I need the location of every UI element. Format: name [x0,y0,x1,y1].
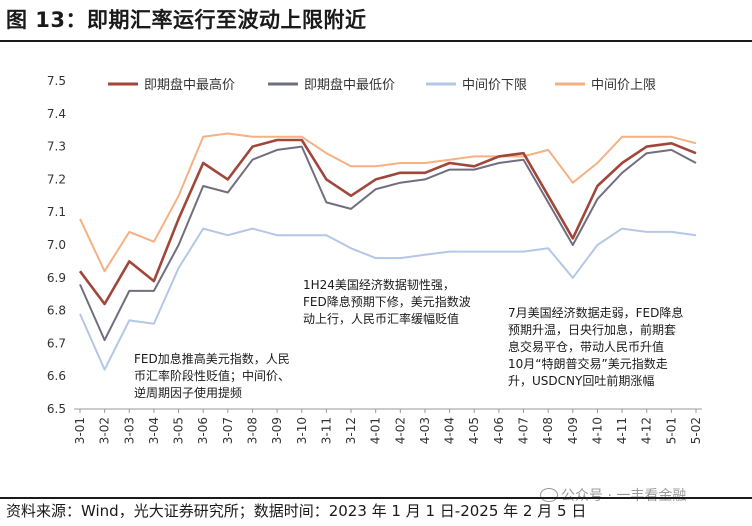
annotation-line: 1H24美国经济数据韧性强， [303,278,455,292]
x-tick-label: 23-03 [122,417,136,444]
x-tick-label: 23-08 [245,417,259,444]
x-tick-label: 23-12 [344,417,358,444]
annotation-line: FED降息预期下修，美元指数波 [303,295,471,309]
x-tick-label: 23-07 [221,417,235,444]
x-tick-label: 24-01 [369,417,383,444]
legend-label-low[interactable]: 即期盘中最低价 [304,77,395,93]
annotation-line: 7月美国经济数据走弱，FED降息 [508,306,684,320]
x-tick-label: 25-02 [689,417,703,444]
annotation-line: 币汇率阶段性贬值；中间价、 [134,369,291,383]
annotation-line: 息交易平仓，带动人民币升值 [508,340,665,354]
y-axis: 6.5 6.6 6.7 6.8 6.9 7.0 7.1 7.2 7.3 7.4 7.5 [47,74,66,416]
y-tick-label: 7.5 [47,74,66,88]
x-tick-label: 24-11 [615,417,629,444]
legend-label-high[interactable]: 即期盘中最高价 [144,77,235,93]
annotation-line: 预期升温，日央行加息，前期套 [508,323,677,337]
y-tick-label: 7.4 [47,107,66,121]
annotation-1h24: 1H24美国经济数据韧性强， FED降息预期下修，美元指数波 动上行，人民币汇率… [303,277,471,328]
x-tick-label: 23-04 [147,417,161,444]
x-tick-label: 24-04 [443,417,457,444]
footer-divider [0,497,752,499]
series-line-lower [79,227,697,371]
watermark: 公众号 · 一丰看金融 [540,485,686,505]
y-tick-label: 6.6 [47,369,66,383]
annotation-line: 升，USDCNY回吐前期涨幅 [508,374,655,388]
y-tick-label: 6.8 [47,304,66,318]
series-line-upper [79,132,697,273]
x-tick-label: 23-01 [73,417,87,444]
x-tick-label: 24-06 [492,417,506,444]
y-tick-label: 7.1 [47,205,66,219]
exchange-rate-line-chart: 6.56.66.76.86.97.07.17.27.37.47.5 23-01 2… [47,74,703,444]
annotation-july-rate-cut: 7月美国经济数据走弱，FED降息 预期升温，日央行加息，前期套 息交易平仓，带动… [508,305,683,390]
title-divider [0,40,752,42]
x-tick-label: 25-01 [664,417,678,444]
data-source: 资料来源：Wind，光大证券研究所；数据时间：2023 年 1 月 1 日-20… [6,502,587,520]
x-axis: 23-01 23-02 23-03 23-04 23-05 23-06 23-07 23-08… [73,408,703,444]
x-tick-label: 24-08 [541,417,555,444]
x-tick-label: 23-11 [319,417,333,444]
y-tick-label: 7.0 [47,238,66,252]
y-tick-label: 6.5 [47,402,66,416]
x-tick-label: 24-07 [517,417,531,444]
x-tick-label: 24-10 [590,417,604,444]
legend-label-lower[interactable]: 中间价下限 [462,78,527,93]
legend[interactable]: 即期盘中最高价 即期盘中最低价 中间价下限 中间价上限 [108,77,656,93]
x-tick-label: 24-02 [393,417,407,444]
x-tick-label: 23-06 [196,417,210,444]
x-tick-label: 24-12 [640,417,654,444]
page-title: 图 13：即期汇率运行至波动上限附近 [6,8,367,32]
x-tick-label: 23-10 [295,417,309,444]
series-line-high [78,138,697,306]
series-line-low [79,145,697,342]
annotation-fed-hike: FED加息推高美元指数，人民 币汇率阶段性贬值；中间价、 逆周期因子使用提频 [134,351,290,402]
y-tick-label: 6.7 [47,336,66,350]
legend-label-upper[interactable]: 中间价上限 [591,78,656,93]
y-tick-label: 7.3 [47,140,66,154]
series-lines [78,132,697,371]
x-tick-label: 23-09 [270,417,284,444]
x-tick-label: 24-05 [467,417,481,444]
x-tick-label: 24-03 [418,417,432,444]
annotation-line: 10月“特朗普交易”美元指数走 [508,357,668,371]
x-tick-label: 24-09 [566,417,580,444]
annotation-line: FED加息推高美元指数，人民 [134,352,290,366]
annotation-line: 动上行，人民币汇率缓幅贬值 [303,312,460,326]
wechat-icon [540,488,558,502]
y-tick-label: 6.9 [47,271,66,285]
watermark-text: 公众号 · 一丰看金融 [561,488,687,504]
annotation-line: 逆周期因子使用提频 [134,386,243,400]
x-tick-label: 23-02 [98,417,112,444]
y-tick-label: 7.2 [47,172,66,186]
x-tick-label: 23-05 [172,417,186,444]
